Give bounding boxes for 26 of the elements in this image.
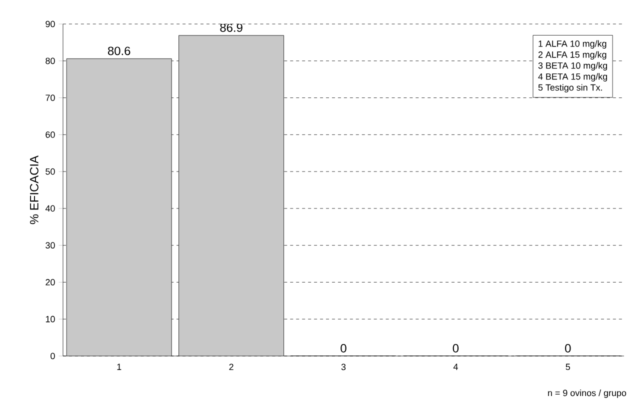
y-tick-label: 80 (46, 58, 55, 64)
y-tick-label: 50 (46, 168, 55, 175)
y-tick-label: 40 (45, 205, 55, 212)
x-tick-label: 3 (341, 364, 346, 370)
y-tick-label: 30 (46, 242, 55, 249)
data-label: 0 (565, 344, 571, 352)
x-tick-label: 1 (117, 364, 122, 370)
x-tick-label: 2 (229, 364, 234, 370)
annotation: 4 BETA 15 mg/kg (538, 73, 608, 82)
y-tick-label: 70 (46, 94, 55, 101)
y-axis-title: % EFICACIA (30, 155, 38, 224)
x-tick-label: 4 (453, 364, 458, 370)
y-tick-label: 20 (46, 279, 55, 286)
y-tick-label: 10 (46, 316, 55, 322)
annotation: 2 ALFA 15 mg/kg (538, 51, 606, 60)
y-tick-label: 90 (46, 20, 55, 28)
y-tick-label: 60 (46, 131, 55, 138)
y-tick-label: 0 (50, 352, 55, 360)
annotation: 1 ALFA 10 mg/kg (538, 40, 606, 49)
annotation: 5 Testigo sin Tx. (538, 84, 602, 92)
data-label: 80.6 (108, 46, 130, 56)
x-tick-label: 5 (566, 364, 570, 370)
text: n = 9 ovinos / grupo (548, 390, 626, 398)
annotation: 3 BETA 10 mg/kg (538, 62, 608, 71)
data-label: 0 (452, 344, 459, 352)
data-label: 0 (340, 344, 346, 352)
